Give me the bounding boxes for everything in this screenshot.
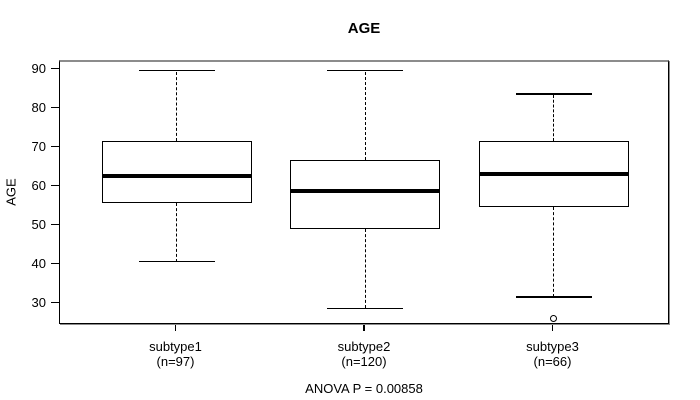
y-tick-mark (51, 223, 59, 226)
y-tick-label: 30 (31, 295, 46, 311)
upper-whisker-line (553, 94, 554, 141)
group-name: subtype1 (149, 339, 202, 354)
lower-whisker-line (176, 203, 177, 262)
iqr-box (290, 160, 440, 229)
lower-whisker-line (553, 207, 554, 297)
lower-whisker-cap (327, 307, 403, 310)
group-count: (n=120) (341, 354, 387, 369)
upper-whisker-line (364, 71, 366, 161)
upper-whisker-cap (515, 93, 592, 95)
group-name: subtype3 (526, 339, 579, 354)
anova-footnote: ANOVA P = 0.00858 (305, 381, 423, 396)
x-tick-mark (363, 325, 365, 331)
y-tick-mark (51, 262, 59, 265)
upper-whisker-line (176, 71, 177, 141)
y-tick-mark (51, 106, 59, 109)
y-tick-label: 90 (31, 61, 46, 77)
chart-title: AGE (347, 20, 381, 37)
median-line (101, 173, 252, 178)
plot-area (59, 60, 669, 324)
y-tick-label: 80 (31, 100, 46, 116)
x-tick-mark (551, 325, 554, 331)
y-axis-label: AGE (3, 178, 19, 206)
lower-whisker-cap (138, 260, 215, 263)
y-tick-mark (51, 301, 59, 304)
y-tick-mark (51, 145, 59, 148)
upper-whisker-cap (327, 69, 403, 72)
x-tick-mark (174, 325, 177, 331)
y-tick-label: 60 (31, 178, 46, 194)
upper-whisker-cap (138, 69, 215, 72)
group-count: (n=97) (156, 354, 195, 369)
y-tick-label: 70 (31, 139, 46, 155)
lower-whisker-line (364, 228, 366, 309)
iqr-box (101, 140, 252, 204)
lower-whisker-cap (515, 296, 592, 298)
x-group-label: subtype1 (n=97) (96, 339, 256, 369)
y-tick-label: 50 (31, 217, 46, 233)
y-tick-mark (51, 67, 59, 70)
median-line (478, 171, 629, 176)
x-group-label: subtype2 (n=120) (284, 339, 444, 369)
y-tick-label: 40 (31, 256, 46, 272)
group-count: (n=66) (533, 354, 572, 369)
outlier-point (550, 314, 557, 322)
group-name: subtype2 (337, 339, 391, 354)
x-group-label: subtype3 (n=66) (473, 339, 633, 369)
y-tick-mark (51, 184, 59, 187)
median-line (290, 189, 440, 194)
